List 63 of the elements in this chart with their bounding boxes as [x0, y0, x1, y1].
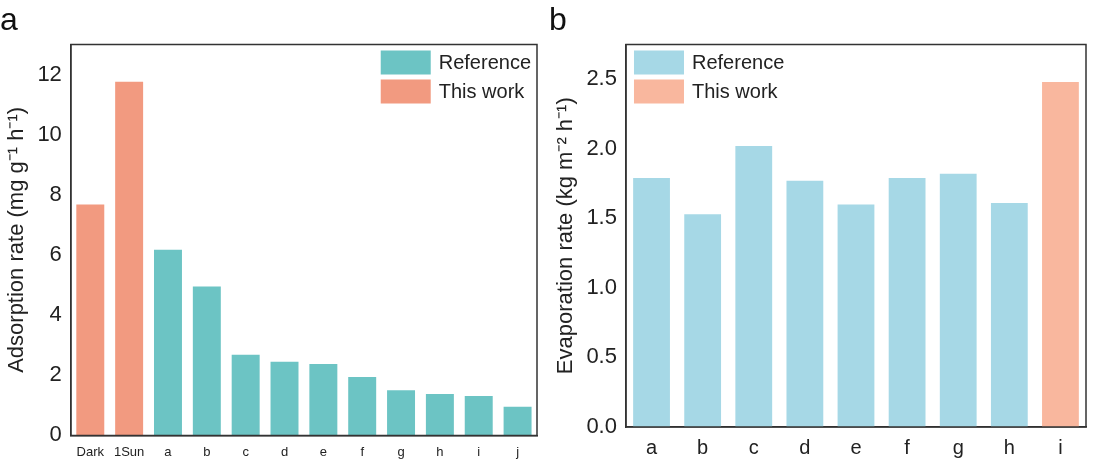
x-tick-label: f: [360, 443, 365, 459]
x-tick-label: g: [397, 443, 405, 459]
bar: [888, 177, 926, 427]
bar: [1042, 81, 1079, 427]
y-tick-label: 12: [37, 60, 62, 86]
x-tick-label: i: [1058, 435, 1063, 458]
bar: [786, 180, 824, 427]
x-tick-label: e: [319, 443, 327, 459]
bar: [76, 204, 105, 436]
bar: [503, 406, 532, 436]
bar: [735, 145, 773, 427]
x-tick-label: h: [1003, 435, 1015, 458]
x-tick-label: j: [515, 443, 520, 459]
x-tick-label: c: [748, 435, 759, 458]
bar: [990, 203, 1028, 427]
legend-label: Reference: [691, 50, 785, 73]
y-tick-label: 0: [49, 421, 62, 447]
bar: [837, 204, 875, 427]
y-tick-label: 2.5: [586, 65, 617, 91]
y-tick-label: 10: [37, 120, 62, 146]
y-tick-label: 0.0: [586, 413, 617, 439]
y-tick-label: 4: [49, 301, 62, 327]
bar: [464, 396, 493, 436]
chart-title: a: [0, 1, 18, 38]
y-axis-title: Adsorption rate (mg g⁻¹ h⁻¹): [3, 106, 29, 373]
bar: [231, 354, 260, 436]
y-tick-label: 1.5: [586, 204, 617, 230]
x-tick-label: 1Sun: [113, 443, 145, 459]
y-tick-label: 1.0: [586, 273, 617, 299]
x-tick-label: d: [799, 435, 811, 458]
x-tick-label: f: [904, 435, 911, 458]
y-tick-label: 6: [49, 241, 62, 266]
x-tick-label: e: [850, 435, 862, 458]
x-tick-label: g: [952, 435, 964, 458]
x-tick-label: b: [697, 435, 709, 458]
legend-label: This work: [691, 79, 779, 102]
bar: [348, 377, 377, 436]
y-tick-label: 2: [49, 361, 62, 387]
bar: [270, 361, 299, 436]
bar: [633, 177, 670, 427]
x-tick-label: a: [645, 435, 658, 458]
x-tick-label: d: [280, 443, 289, 459]
x-tick-label: h: [436, 443, 444, 459]
x-tick-label: i: [477, 443, 481, 459]
legend-label: Reference: [438, 50, 532, 73]
bar: [939, 173, 977, 427]
y-axis-title: Evaporation rate (kg m⁻² h⁻¹): [552, 97, 578, 375]
bar: [115, 81, 144, 436]
y-tick-label: 2.0: [586, 134, 617, 160]
y-tick-label: 8: [49, 180, 62, 206]
bar: [387, 390, 416, 436]
x-tick-label: a: [164, 443, 173, 459]
bar: [425, 393, 454, 436]
x-tick-label: b: [203, 443, 211, 459]
chart-title: b: [549, 1, 567, 38]
legend-label: This work: [438, 79, 526, 102]
y-tick-label: 0.5: [586, 343, 617, 369]
x-tick-label: Dark: [76, 443, 105, 459]
x-tick-label: c: [242, 443, 250, 459]
bar: [309, 364, 338, 436]
bar: [684, 214, 722, 427]
bar: [192, 286, 221, 436]
bar: [154, 249, 182, 436]
